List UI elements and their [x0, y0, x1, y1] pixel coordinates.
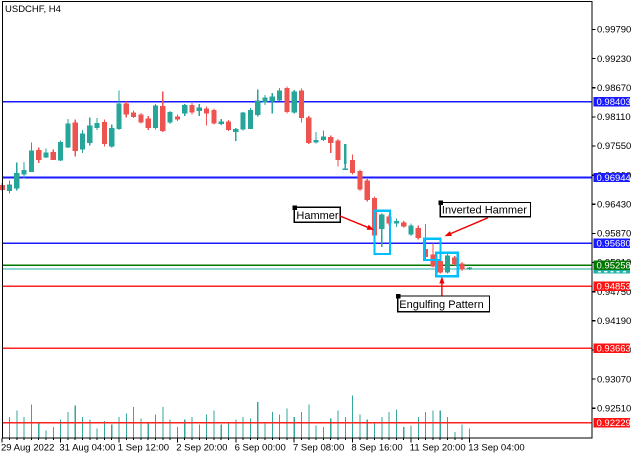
svg-text:0.92510: 0.92510 [597, 403, 631, 414]
svg-text:11 Sep 20:00: 11 Sep 20:00 [410, 443, 466, 454]
svg-text:0.94750: 0.94750 [597, 287, 631, 298]
svg-text:0.93070: 0.93070 [597, 374, 631, 385]
svg-text:Hammer: Hammer [296, 210, 339, 222]
svg-text:0.95680: 0.95680 [597, 239, 631, 250]
svg-text:Engulfing Pattern: Engulfing Pattern [399, 299, 483, 311]
svg-text:USDCHF, H4: USDCHF, H4 [5, 4, 61, 15]
svg-text:0.98110: 0.98110 [597, 112, 631, 123]
svg-text:13 Sep 04:00: 13 Sep 04:00 [468, 443, 525, 454]
svg-text:0.95258: 0.95258 [597, 261, 631, 272]
svg-text:7 Sep 08:00: 7 Sep 08:00 [293, 443, 344, 454]
svg-text:0.96944: 0.96944 [597, 173, 631, 184]
svg-text:2 Sep 20:00: 2 Sep 20:00 [176, 443, 227, 454]
svg-text:0.93663: 0.93663 [597, 344, 631, 355]
svg-text:1 Sep 12:00: 1 Sep 12:00 [118, 443, 169, 454]
svg-text:6 Sep 00:00: 6 Sep 00:00 [235, 443, 286, 454]
svg-text:31 Aug 04:00: 31 Aug 04:00 [59, 443, 115, 454]
svg-text:0.95870: 0.95870 [597, 229, 631, 240]
svg-text:0.96430: 0.96430 [597, 200, 631, 211]
svg-text:0.94190: 0.94190 [597, 316, 631, 327]
svg-text:8 Sep 16:00: 8 Sep 16:00 [351, 443, 402, 454]
svg-text:0.98670: 0.98670 [597, 83, 631, 94]
svg-text:0.99790: 0.99790 [597, 25, 631, 36]
svg-text:0.99230: 0.99230 [597, 54, 631, 65]
svg-text:0.98403: 0.98403 [597, 97, 631, 108]
svg-text:0.92229: 0.92229 [597, 418, 631, 429]
svg-text:Inverted Hammer: Inverted Hammer [442, 205, 527, 217]
svg-text:29 Aug 2022: 29 Aug 2022 [1, 443, 54, 454]
svg-text:0.94853: 0.94853 [597, 282, 631, 293]
svg-text:0.97550: 0.97550 [597, 141, 631, 152]
